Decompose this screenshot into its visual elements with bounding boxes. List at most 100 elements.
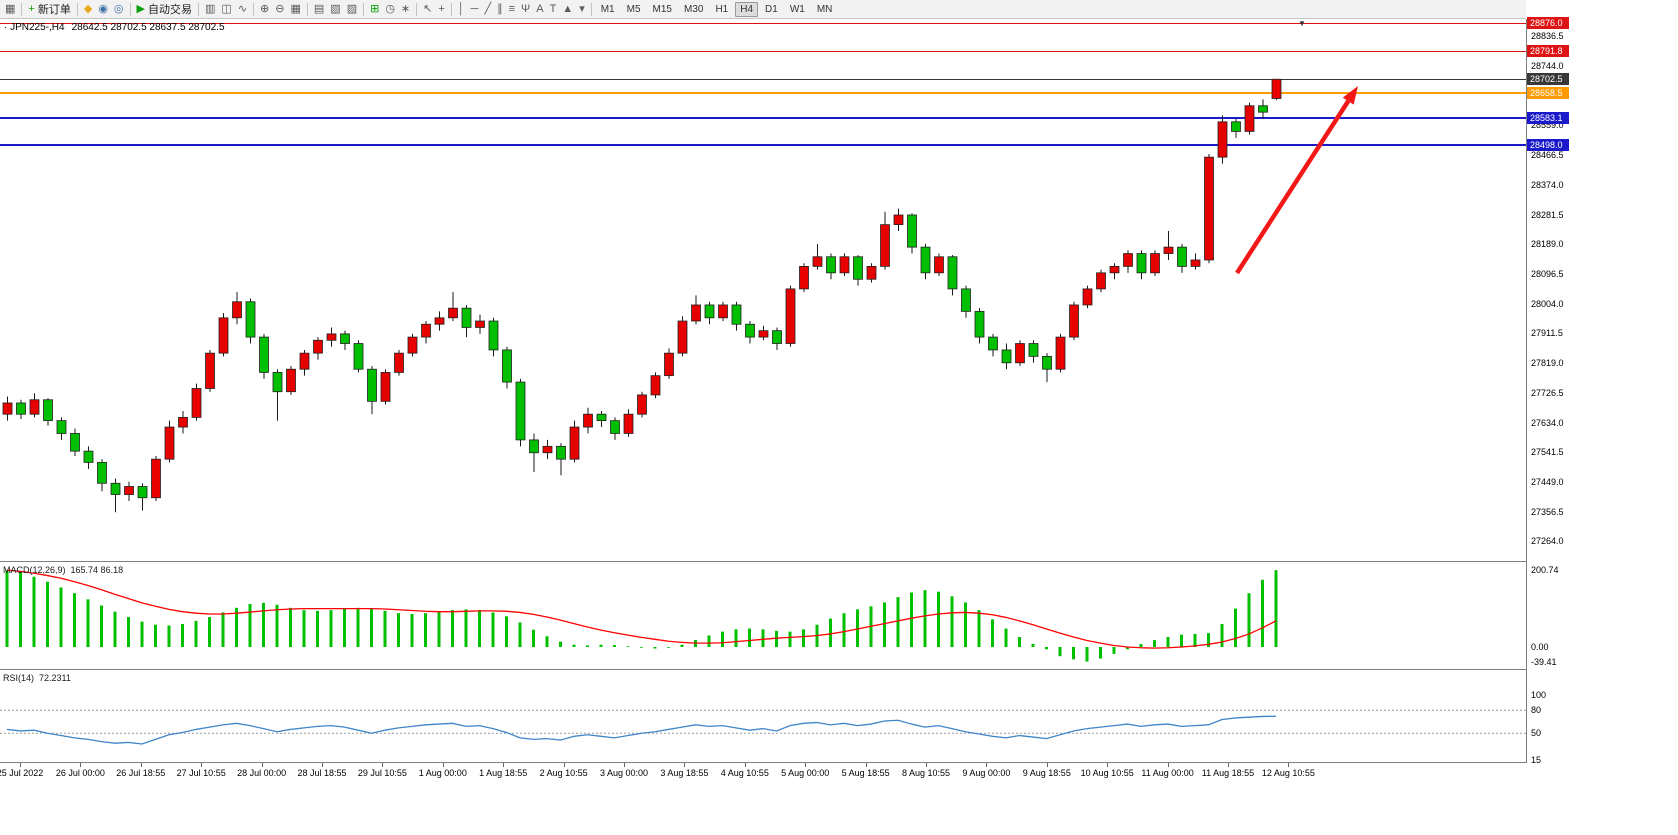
macd-histogram-bar	[221, 612, 225, 647]
macd-histogram-bar	[1112, 647, 1116, 654]
macd-histogram-bar	[1031, 643, 1035, 647]
text-icon[interactable]: A	[536, 2, 544, 15]
new-order-plus-icon[interactable]: ⊞	[370, 2, 380, 15]
macd-histogram-bar	[343, 608, 346, 647]
time-axis-tick	[322, 763, 323, 767]
macd-histogram-bar	[167, 625, 171, 647]
chart-shift-marker[interactable]: ▼	[1298, 19, 1306, 28]
chart-plot-area[interactable]: · JPN225-,H4 28642.5 28702.5 28637.5 2870…	[0, 19, 1526, 562]
candle	[488, 317, 499, 357]
candle	[2, 396, 13, 421]
dropdown-icon[interactable]: ▾	[579, 2, 585, 15]
timeframe-w1[interactable]: W1	[789, 3, 805, 15]
macd-histogram-bar	[397, 613, 400, 647]
price-axis-label: 27634.0	[1531, 417, 1564, 428]
candle	[596, 410, 607, 428]
autotrading-button[interactable]: ▶ 自动交易	[136, 2, 192, 16]
candle	[718, 301, 728, 322]
horizontal-line[interactable]	[0, 143, 1526, 146]
horizontal-line[interactable]	[0, 50, 1526, 52]
candle	[448, 292, 458, 322]
trend-arrow-line	[1235, 99, 1351, 275]
price-axis-label: 28374.0	[1531, 179, 1564, 190]
time-axis-tick	[20, 763, 21, 767]
vertical-line-icon[interactable]: │	[457, 2, 465, 15]
timeframe-m15[interactable]: M15	[652, 3, 672, 15]
zoom-in-icon[interactable]: ⊕	[260, 2, 270, 15]
timeframe-m30[interactable]: M30	[683, 3, 704, 15]
new-order-button[interactable]: + 新订单	[28, 2, 71, 16]
macd-histogram-bar	[680, 644, 684, 647]
macd-histogram-bar	[181, 623, 184, 647]
timeframe-d1[interactable]: D1	[765, 3, 778, 15]
candle	[137, 483, 148, 511]
candle	[1042, 353, 1052, 383]
timeframe-h1[interactable]: H1	[715, 3, 729, 15]
line-chart-icon[interactable]: ∿	[237, 2, 248, 15]
chart-options-icon[interactable]: ∗	[400, 2, 411, 15]
horizontal-line[interactable]	[0, 116, 1526, 119]
price-axis[interactable]: 28876.0 28791.8 28702.5 28658.5 28583.1 28498…	[1526, 0, 1678, 790]
price-axis-label: 28004.0	[1531, 298, 1564, 309]
zoom-out-icon[interactable]: ⊖	[275, 2, 285, 15]
andrews-pitchfork-icon[interactable]: Ψ	[521, 2, 531, 15]
timeframe-m5[interactable]: M5	[626, 3, 641, 15]
toolbar-separator	[590, 2, 592, 16]
horizontal-line[interactable]	[0, 23, 1526, 25]
macd-histogram-bar	[626, 646, 630, 647]
candle	[70, 428, 80, 456]
time-axis-label: 3 Aug 00:00	[599, 768, 649, 778]
horizontal-line-icon[interactable]: ─	[470, 2, 479, 15]
macd-panel: MACD(12,26,9) 165.74 86.18	[0, 563, 1526, 670]
candlestick-chart-icon[interactable]: ◫	[221, 2, 232, 15]
macd-histogram-bar	[532, 629, 535, 647]
label-icon[interactable]: T	[549, 2, 557, 15]
timeframe-m1[interactable]: M1	[600, 3, 615, 15]
new-chart-icon[interactable]: ▦	[5, 2, 16, 15]
macd-histogram-bar	[19, 572, 22, 647]
signals-icon[interactable]: ◎	[113, 2, 124, 15]
indicators-icon[interactable]: ▤	[313, 2, 325, 15]
candle	[97, 459, 107, 492]
timeframe-mn[interactable]: MN	[816, 3, 833, 15]
fibonacci-icon[interactable]: ≡	[508, 2, 516, 15]
price-axis-label: 28096.5	[1531, 268, 1564, 279]
terminal-icon[interactable]: ▨	[346, 2, 358, 15]
horizontal-line[interactable]	[0, 79, 1526, 81]
clock-icon[interactable]: ◷	[385, 2, 395, 15]
macd-histogram-bar	[248, 603, 252, 647]
candle	[1244, 102, 1255, 135]
arrows-icon[interactable]: ▲	[562, 2, 574, 15]
candle	[1163, 231, 1174, 260]
macd-histogram-bar	[977, 610, 981, 647]
time-axis[interactable]: 25 Jul 2022 26 Jul 00:00 26 Jul 18:55 27 Ju…	[0, 763, 1526, 785]
time-axis-label: 26 Jul 18:55	[116, 768, 166, 778]
candle	[151, 455, 161, 501]
macd-histogram-bar	[1004, 628, 1008, 647]
bar-chart-icon[interactable]: ▥	[205, 2, 216, 15]
navigator-icon[interactable]: ▧	[330, 2, 341, 15]
time-axis-label: 28 Jul 18:55	[297, 768, 347, 778]
candle	[110, 478, 121, 513]
toolbar-items: ▦ + 新订单 ◆ ◉ ◎ ▶ 自动交易 ▥ ◫ ∿ ⊕ ⊖ ▦ ▤ ▧ ▨ ⊞ ◷ ∗ ↖ + │ ─ ╱ ∥ ≡ Ψ A T ▲ ▾ M1 M…	[0, 0, 1678, 18]
macd-histogram-bar	[856, 609, 859, 647]
trendline-icon[interactable]: ╱	[484, 2, 492, 15]
macd-histogram-bar	[896, 597, 900, 647]
cursor-icon[interactable]: ↖	[423, 2, 433, 15]
candle	[353, 340, 364, 373]
time-axis-label: 27 Jul 10:55	[176, 768, 226, 778]
favorites-icon[interactable]: ◆	[83, 2, 93, 15]
timeframe-h4[interactable]: H4	[735, 1, 759, 17]
macd-histogram-bar	[262, 602, 265, 647]
rsi-axis-label: 100	[1531, 690, 1547, 700]
horizontal-line[interactable]	[0, 92, 1526, 95]
toolbar-separator	[21, 2, 23, 16]
crosshair-icon[interactable]: +	[438, 2, 445, 15]
macd-histogram-bar	[1099, 647, 1102, 659]
rsi-axis-label: 80	[1531, 705, 1542, 716]
candle	[461, 304, 472, 338]
equidistant-channel-icon[interactable]: ∥	[497, 2, 503, 15]
profile-icon[interactable]: ◉	[98, 2, 108, 15]
tile-windows-icon[interactable]: ▦	[290, 2, 301, 15]
candle	[164, 420, 175, 463]
